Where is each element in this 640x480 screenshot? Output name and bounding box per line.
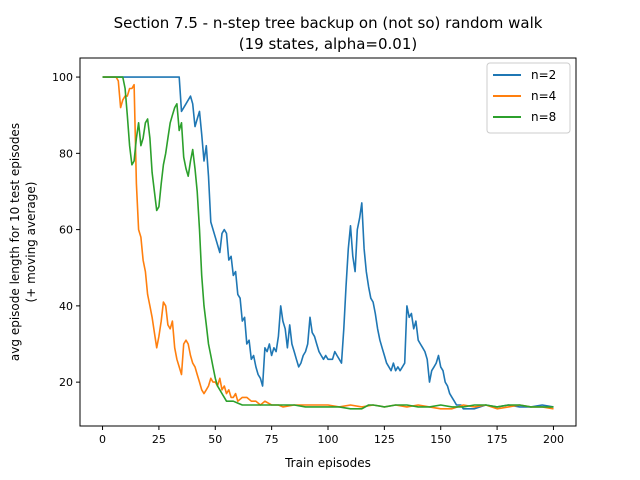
y-tick-label: 40 xyxy=(59,300,73,313)
series-line-3 xyxy=(102,76,554,410)
y-axis-ticks: 20 40 60 80 100 xyxy=(52,71,80,389)
y-tick-label: 60 xyxy=(59,224,73,237)
x-tick-label: 125 xyxy=(374,433,395,446)
x-tick-label: 50 xyxy=(208,433,222,446)
x-tick-label: 200 xyxy=(543,433,564,446)
legend-label: n=2 xyxy=(531,68,556,82)
plot-series xyxy=(102,76,554,410)
chart-title: Section 7.5 - n-step tree backup on (not… xyxy=(114,14,543,32)
legend-label: n=4 xyxy=(531,89,556,103)
x-axis-ticks: 0 25 50 75 100 125 150 175 200 xyxy=(99,426,564,446)
legend-box xyxy=(486,62,571,134)
x-tick-label: 100 xyxy=(318,433,339,446)
y-axis-label-line2: (+ moving average) xyxy=(24,182,38,303)
x-axis-label: Train episodes xyxy=(284,456,371,470)
y-tick-label: 80 xyxy=(59,147,73,160)
x-tick-label: 0 xyxy=(99,433,106,446)
chart-subtitle: (19 states, alpha=0.01) xyxy=(239,35,417,53)
y-tick-label: 100 xyxy=(52,71,73,84)
x-tick-label: 150 xyxy=(430,433,451,446)
x-tick-label: 175 xyxy=(487,433,508,446)
x-tick-label: 25 xyxy=(152,433,166,446)
legend-label: n=8 xyxy=(531,110,556,124)
legend: n=2 n=4 n=8 xyxy=(486,62,571,134)
x-tick-label: 75 xyxy=(265,433,279,446)
series-line-1 xyxy=(102,76,554,410)
y-axis-label-line1: avg episode length for 10 test episodes xyxy=(8,123,22,361)
y-tick-label: 20 xyxy=(59,376,73,389)
